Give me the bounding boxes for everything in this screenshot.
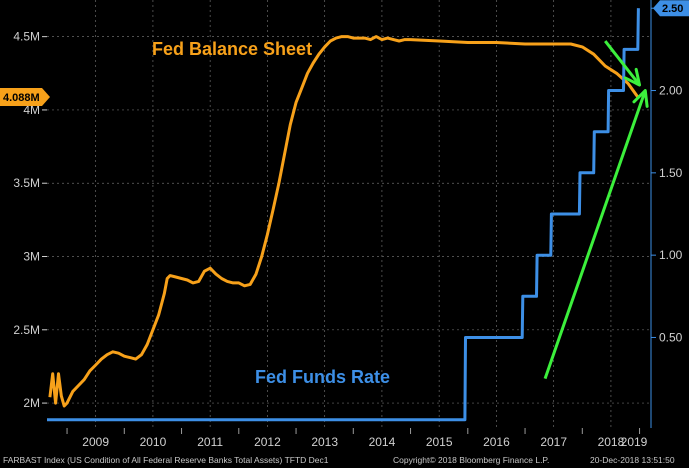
left-axis: 2M 2.5M 3M 3.5M 4M 4.5M bbox=[13, 30, 47, 410]
right-tick-label-2: 1.50 bbox=[659, 166, 683, 180]
arrow-shaft-1 bbox=[543, 90, 647, 380]
rate-last-value-text: 2.50 bbox=[662, 3, 683, 15]
rate-last-value-badge bbox=[653, 0, 689, 17]
x-tick-label-3: 2012 bbox=[254, 435, 281, 449]
left-tick-label-3: 3.5M bbox=[13, 176, 40, 190]
balance-last-value-badge bbox=[0, 88, 50, 107]
footer-copyright: Copyright© 2018 Bloomberg Finance L.P. bbox=[393, 455, 549, 465]
x-tick-label-1: 2010 bbox=[140, 435, 167, 449]
series-line-1 bbox=[47, 8, 640, 422]
x-tick-label-0: 2009 bbox=[82, 435, 109, 449]
balance-last-value-text: 4.088M bbox=[3, 92, 40, 104]
left-tick-label-0: 2M bbox=[23, 396, 40, 410]
annotations-layer bbox=[543, 40, 649, 380]
series-line-0 bbox=[48, 35, 640, 408]
left-tick-label-2: 3M bbox=[23, 250, 40, 264]
x-tick-label-5: 2014 bbox=[369, 435, 396, 449]
footer-source: FARBAST Index (US Condition of All Feder… bbox=[3, 455, 329, 465]
x-tick-label-10: 2019 bbox=[621, 435, 648, 449]
last-value-badges: 4.088M 2.50 bbox=[0, 0, 689, 107]
footer-timestamp: 20-Dec-2018 13:51:50 bbox=[590, 455, 675, 465]
series-layer bbox=[47, 8, 640, 422]
series-label-balance-sheet: Fed Balance Sheet bbox=[152, 39, 312, 59]
x-tick-label-9: 2018 bbox=[598, 435, 625, 449]
right-tick-label-1: 1.00 bbox=[659, 248, 683, 262]
arrow-head-1 bbox=[632, 89, 649, 108]
x-tick-label-8: 2017 bbox=[540, 435, 567, 449]
right-tick-label-3: 2.00 bbox=[659, 84, 683, 98]
left-tick-label-5: 4.5M bbox=[13, 30, 40, 44]
x-tick-label-7: 2016 bbox=[483, 435, 510, 449]
arrow-head-0 bbox=[623, 67, 642, 87]
series-label-funds-rate: Fed Funds Rate bbox=[255, 367, 390, 387]
left-tick-label-1: 2.5M bbox=[13, 323, 40, 337]
x-tick-label-6: 2015 bbox=[426, 435, 453, 449]
left-tick-label-4: 4M bbox=[23, 103, 40, 117]
x-axis: 2009 2010 2011 2012 2013 2014 2015 2016 2017 2018… bbox=[66, 428, 648, 449]
x-tick-label-4: 2013 bbox=[311, 435, 338, 449]
x-tick-label-2: 2011 bbox=[197, 435, 223, 449]
arrow-shaft-0 bbox=[604, 40, 641, 86]
right-tick-label-0: 0.50 bbox=[659, 330, 683, 344]
